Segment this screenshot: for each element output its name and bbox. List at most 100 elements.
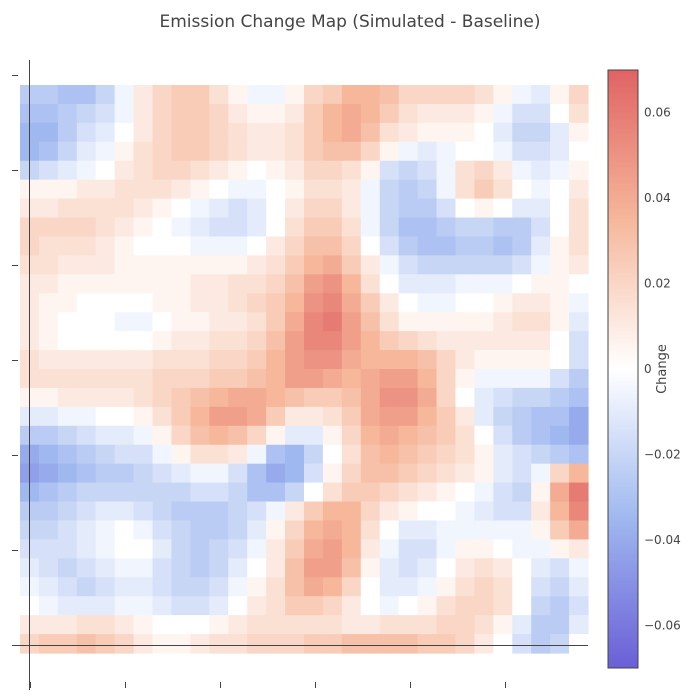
heatmap-cell (455, 122, 475, 143)
heatmap-cell (285, 179, 305, 200)
heatmap-cell (550, 103, 570, 124)
heatmap-cell (436, 103, 457, 124)
heatmap-cell (531, 501, 551, 522)
heatmap-cell (569, 293, 589, 313)
heatmap-cell (379, 539, 400, 559)
heatmap-cell (133, 350, 154, 370)
heatmap-cell (266, 482, 286, 503)
heatmap-cell (398, 558, 419, 578)
heatmap-cell (171, 217, 191, 238)
heatmap-cell (266, 255, 286, 275)
heatmap-cell (436, 331, 457, 351)
heatmap-cell (152, 387, 173, 408)
heatmap-cell (569, 160, 589, 181)
heatmap-cell (455, 160, 475, 181)
heatmap-cell (171, 444, 191, 465)
heatmap-cell (360, 444, 381, 465)
heatmap-cell (57, 406, 78, 427)
heatmap-cell (266, 331, 286, 351)
heatmap-cell (266, 615, 286, 635)
heatmap-cell (398, 160, 419, 181)
heatmap-cell (417, 274, 438, 294)
heatmap-cell (38, 85, 59, 105)
heatmap-cell (304, 463, 324, 484)
heatmap-cell (133, 236, 154, 256)
heatmap-cell (190, 425, 210, 446)
heatmap-cell (322, 85, 343, 105)
heatmap-cell (474, 85, 494, 105)
heatmap-cell (76, 615, 97, 635)
heatmap-cell (57, 501, 78, 522)
heatmap-cell (474, 425, 494, 446)
heatmap-cell (171, 425, 191, 446)
heatmap-cell (171, 482, 191, 503)
heatmap-cell (304, 387, 324, 408)
heatmap-cell (569, 406, 589, 427)
heatmap-cell (285, 160, 305, 181)
heatmap-cell (531, 160, 551, 181)
colorbar-title: Change (655, 344, 670, 394)
heatmap-cell (190, 85, 210, 105)
heatmap-cell (531, 103, 551, 124)
heatmap-cell (190, 539, 210, 559)
heatmap-cell (493, 198, 513, 219)
heatmap-cell (379, 236, 400, 256)
heatmap-cell (228, 255, 248, 275)
heatmap-cell (550, 236, 570, 256)
heatmap-cell (133, 558, 154, 578)
heatmap-cell (95, 425, 116, 446)
heatmap-cell (398, 520, 419, 540)
heatmap-cell (38, 634, 59, 654)
heatmap-cell (474, 444, 494, 465)
heatmap-cell (304, 160, 324, 181)
heatmap-cell (360, 141, 381, 162)
heatmap-cell (417, 369, 438, 389)
heatmap-cell (550, 558, 570, 578)
colorbar-tick-label: 0.06 (644, 106, 671, 120)
heatmap-cell (266, 387, 286, 408)
heatmap-cell (152, 444, 173, 465)
heatmap-cell (569, 501, 589, 522)
heatmap-cell (247, 103, 267, 124)
heatmap-cell (360, 160, 381, 181)
heatmap-cell (114, 539, 135, 559)
heatmap-cell (455, 255, 475, 275)
heatmap-cell (95, 312, 116, 332)
heatmap-cell (474, 482, 494, 503)
heatmap-cell (322, 539, 343, 559)
heatmap-cell (341, 350, 362, 370)
heatmap-cell (322, 520, 343, 540)
heatmap-cell (209, 198, 229, 219)
heatmap-cell (247, 596, 267, 616)
heatmap-cell (247, 577, 267, 597)
heatmap-cell (228, 350, 248, 370)
heatmap-cell (152, 122, 173, 143)
heatmap-cell (398, 85, 419, 105)
heatmap-cell (341, 293, 362, 313)
heatmap-cell (569, 369, 589, 389)
heatmap-cell (569, 577, 589, 597)
heatmap-cell (266, 274, 286, 294)
heatmap-cell (57, 369, 78, 389)
heatmap-cell (247, 293, 267, 313)
heatmap-cell (285, 122, 305, 143)
heatmap-cell (341, 444, 362, 465)
heatmap-cell (341, 482, 362, 503)
heatmap-cell (512, 122, 532, 143)
heatmap-cell (38, 350, 59, 370)
heatmap-cell (133, 577, 154, 597)
heatmap-cell (493, 596, 513, 616)
heatmap-cell (322, 160, 343, 181)
heatmap-cell (550, 634, 570, 654)
heatmap-cell (266, 141, 286, 162)
heatmap-cell (417, 577, 438, 597)
heatmap-cell (455, 615, 475, 635)
heatmap-cell (57, 444, 78, 465)
heatmap-cell (285, 236, 305, 256)
heatmap-cell (190, 236, 210, 256)
heatmap-cell (285, 577, 305, 597)
heatmap-cell (152, 198, 173, 219)
heatmap-cell (341, 501, 362, 522)
heatmap-cell (133, 482, 154, 503)
heatmap-cell (531, 293, 551, 313)
